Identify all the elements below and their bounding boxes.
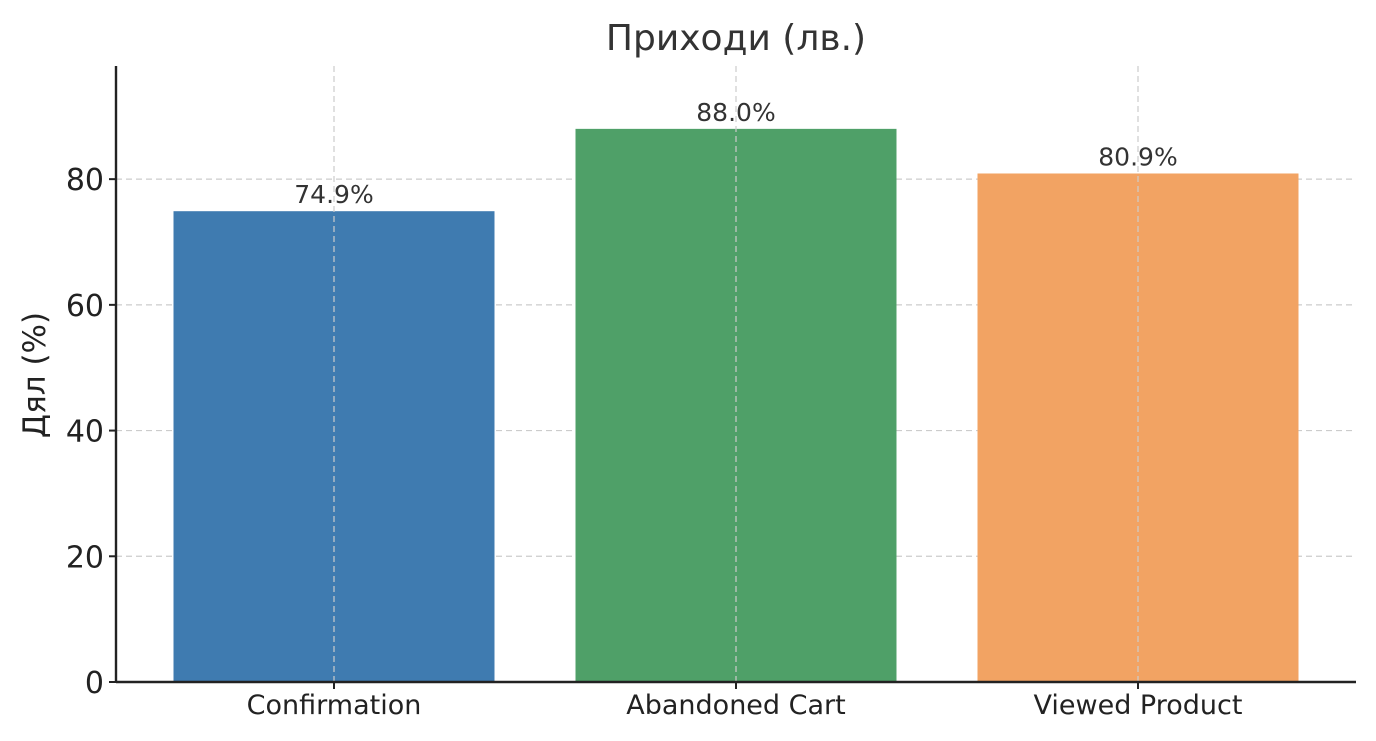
- bar-value-label: 74.9%: [294, 180, 373, 209]
- y-tick-label: 80: [66, 163, 104, 198]
- y-tick-label: 20: [66, 540, 104, 575]
- vertical-grid-layer: [333, 66, 1139, 682]
- tick-layer: 0 20 40 60 80 Confirmation Abandoned Cart Viewe…: [66, 163, 1243, 721]
- y-tick-label: 60: [66, 289, 104, 324]
- x-tick-label: Confirmation: [247, 690, 422, 721]
- y-tick-label: 40: [66, 415, 104, 450]
- y-tick-label: 0: [85, 666, 104, 701]
- data-label-layer: 74.9% 88.0% 80.9%: [294, 98, 1177, 209]
- bar-value-label: 80.9%: [1098, 142, 1177, 171]
- bar-value-label: 88.0%: [696, 98, 775, 127]
- chart-title: Приходи (лв.): [606, 18, 866, 59]
- x-tick-label: Abandoned Cart: [626, 690, 845, 721]
- y-axis-title: Дял (%): [17, 312, 53, 438]
- x-tick-label: Viewed Product: [1034, 690, 1243, 721]
